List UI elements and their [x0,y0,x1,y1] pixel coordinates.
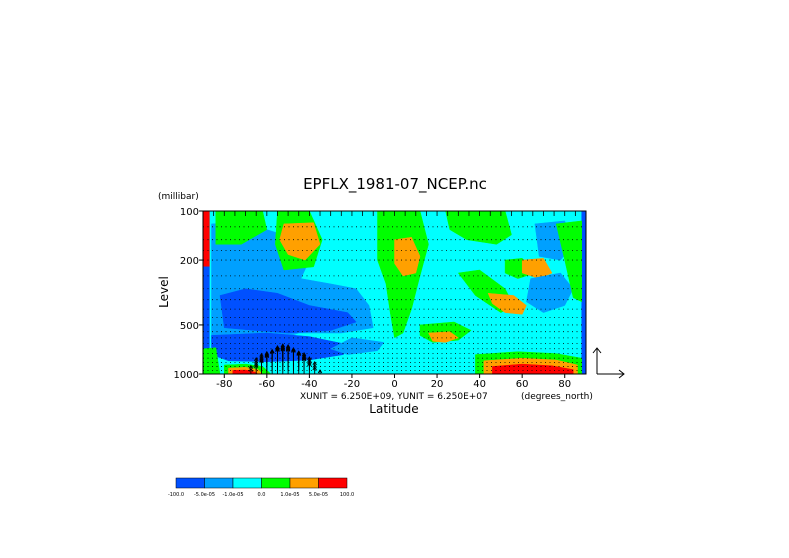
contour-region-5 [211,332,348,362]
colorbar-label: -1.0e-05 [223,492,244,498]
flux-arrow [280,347,285,359]
colorbar-swatch [175,477,205,489]
contour-field [203,211,586,374]
chart-title: EPFLX_1981-07_NCEP.nc [303,175,487,194]
x-tick-label: -40 [301,379,317,390]
flux-arrow [291,348,296,359]
x-tick-label: 20 [431,379,444,390]
x-axis-ticks: -80 -60 -40 -20 0 20 40 60 80 [216,374,571,390]
contour-region-24 [492,363,574,374]
colorbar-label: 1.0e-05 [280,492,299,498]
contour-region-18 [526,272,574,313]
colorbar-swatch [261,477,291,489]
x-axis-units: (degrees_north) [521,392,593,402]
colorbar-label: 0.0 [258,492,266,498]
colorbar-label: -5.0e-05 [194,492,215,498]
x-tick-label: 80 [558,379,571,390]
colorbar: -100.0 -5.0e-05 -1.0e-05 0.0 1.0e-05 5.0e-05 1… [168,477,354,498]
contour-region-6 [330,337,385,355]
x-tick-label: 40 [473,379,486,390]
y-axis-ticks: 100 200 500 1000 [174,207,203,381]
x-axis-label: Latitude [369,402,418,416]
x-tick-label: -60 [259,379,275,390]
colorbar-swatch [318,477,348,489]
reference-vector [592,347,625,379]
flux-arrow [285,347,291,359]
colorbar-label: 5.0e-05 [309,492,328,498]
y-tick-label: 1000 [174,370,199,381]
flux-arrow [275,347,280,359]
colorbar-swatch [289,477,319,489]
colorbar-label: -100.0 [168,492,184,498]
flux-arrow [307,356,312,363]
contour-region-7 [215,211,268,245]
vector-units-label: XUNIT = 6.250E+09, YUNIT = 6.250E+07 [300,392,488,402]
x-tick-label: 60 [516,379,529,390]
flux-arrow [317,369,323,374]
x-tick-label: 0 [391,379,397,390]
flux-arrow [248,364,254,371]
x-tick-label: -80 [216,379,232,390]
contour-region-4 [219,288,357,334]
colorbar-label: 100.0 [340,492,354,498]
flux-arrow [312,361,317,367]
contour-region-1 [203,266,210,374]
contour-region-28 [203,347,221,374]
y-tick-label: 100 [180,207,199,218]
contour-region-11 [394,237,421,277]
contour-region-14 [487,293,527,315]
x-tick-label: -20 [344,379,360,390]
contour-region-0 [203,211,210,268]
flux-arrow [254,356,259,363]
flux-arrow [269,349,275,359]
y-axis-label: Level [157,276,171,308]
colorbar-swatch [204,477,234,489]
y-axis-units: (millibar) [158,192,199,202]
contour-region-2 [581,211,586,374]
flux-vectors [213,211,576,374]
y-tick-label: 500 [180,321,199,332]
contour-region-12 [445,211,512,245]
flux-arrow [264,350,270,359]
y-tick-label: 200 [180,256,199,267]
colorbar-swatch [232,477,262,489]
flux-arrow [296,350,301,359]
flux-arrow [259,352,264,359]
flux-arrow [301,351,307,359]
